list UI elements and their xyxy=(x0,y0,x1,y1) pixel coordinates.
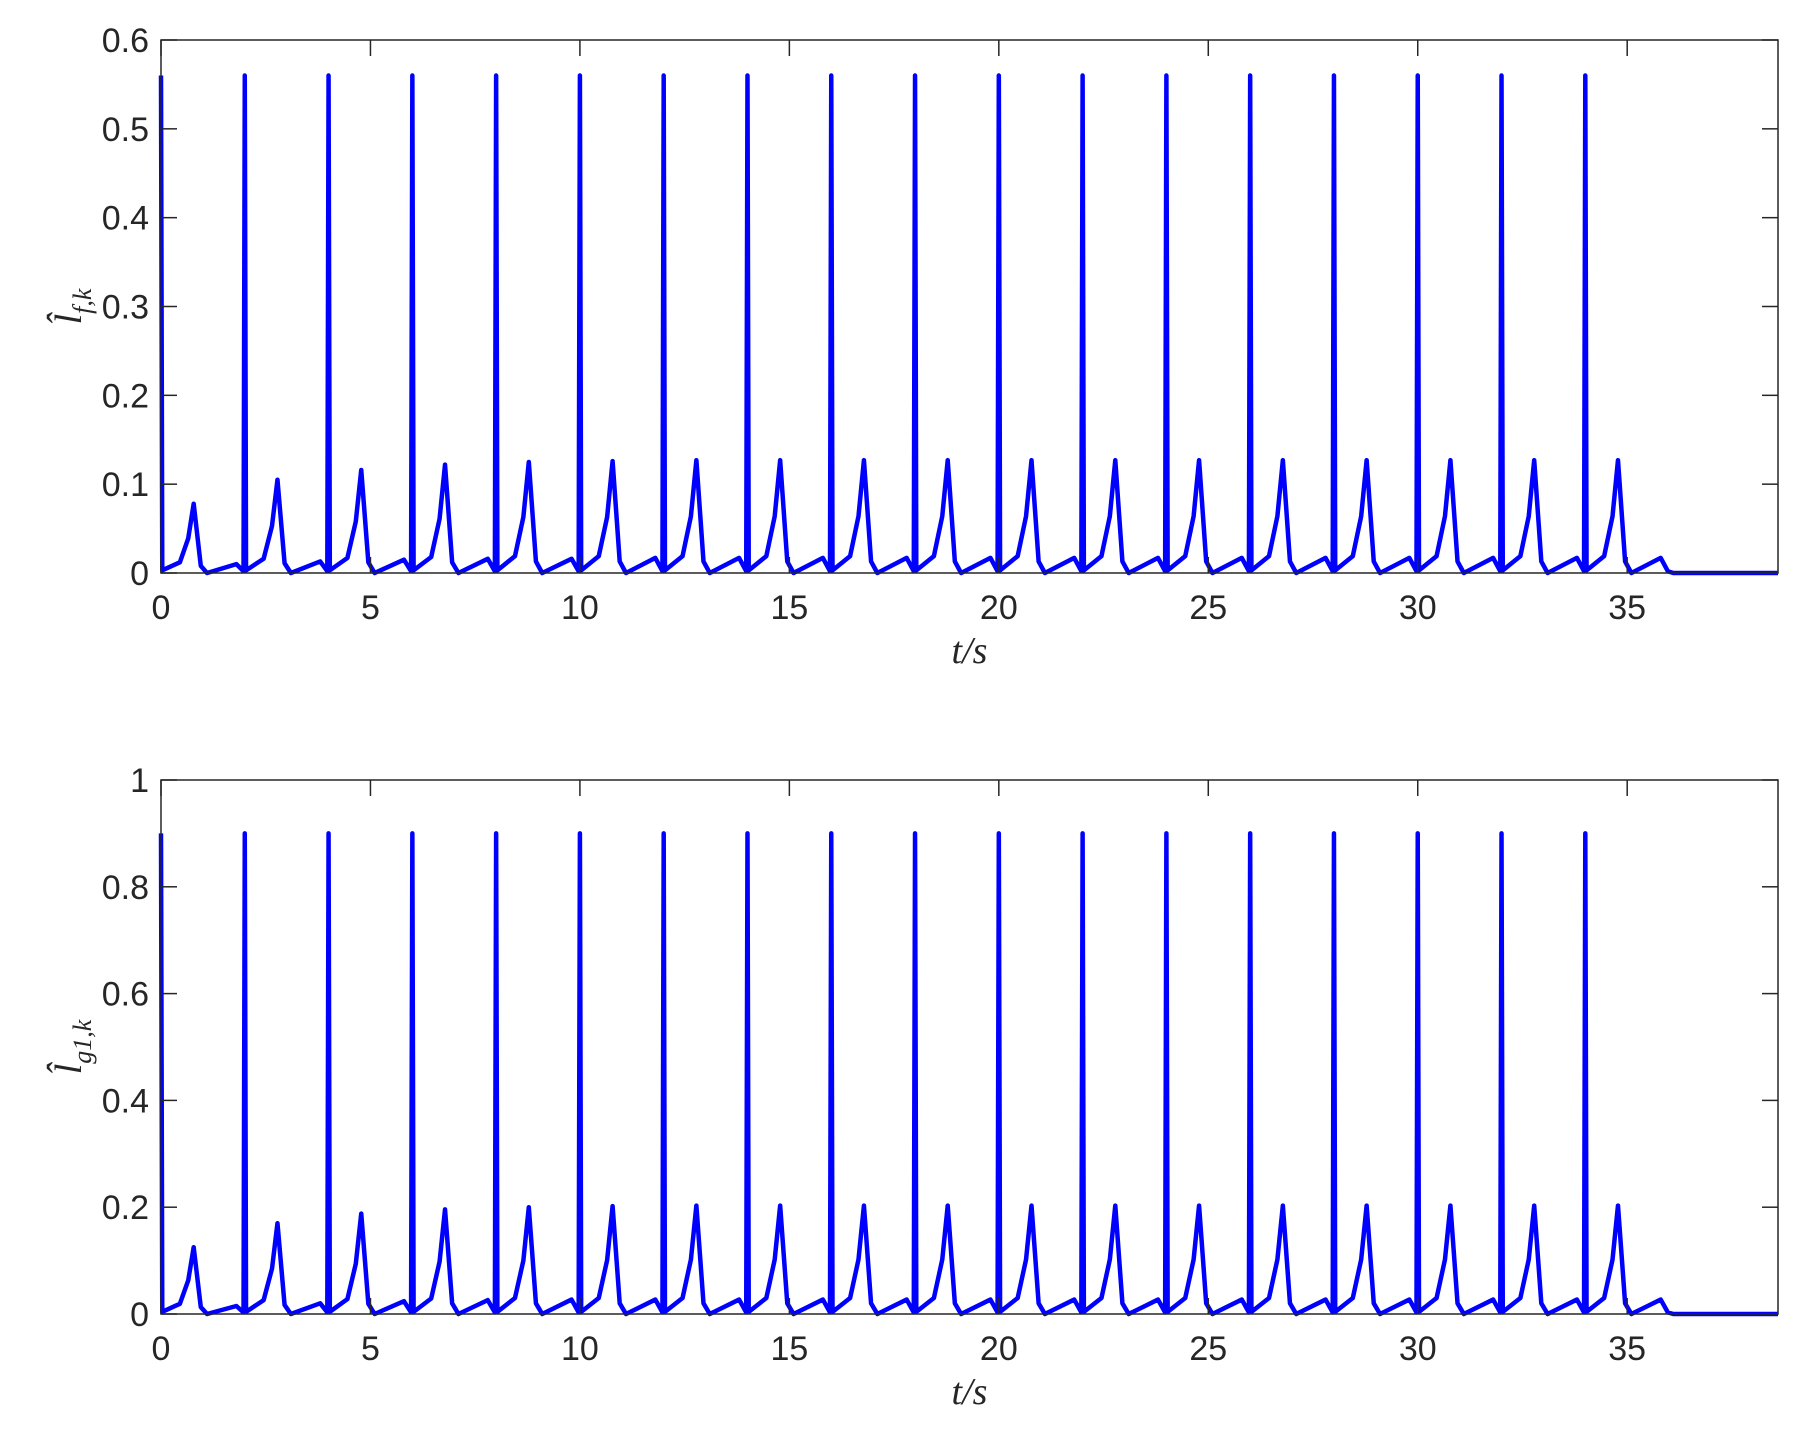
y-tick-label: 1 xyxy=(130,762,149,800)
x-axis-label: t/s xyxy=(952,630,988,672)
y-label-sub: f,k xyxy=(68,288,97,314)
x-tick-label: 15 xyxy=(770,589,808,627)
y-tick-label: 0.1 xyxy=(102,466,149,504)
y-tick-label: 0.5 xyxy=(102,111,149,149)
y-tick-label: 0.6 xyxy=(102,22,149,60)
x-tick-label: 25 xyxy=(1189,1330,1227,1368)
x-tick-label: 15 xyxy=(770,1330,808,1368)
y-tick-label: 0 xyxy=(130,555,149,593)
x-tick-label: 0 xyxy=(152,589,171,627)
y-tick-label: 0.3 xyxy=(102,289,149,327)
y-tick-label: 0.4 xyxy=(102,1082,149,1120)
y-tick-label: 0 xyxy=(130,1296,149,1334)
x-tick-label: 35 xyxy=(1608,589,1646,627)
y-tick-label: 0.2 xyxy=(102,377,149,415)
y-label-sub: g1,k xyxy=(68,1019,97,1064)
y-axis-label: l̂g1,k xyxy=(46,1019,97,1074)
x-tick-label: 20 xyxy=(980,589,1018,627)
axes: 0 5 10 15 20 25 30 35 0 0.1 0.2 0.3 0.4 0.5 0.6 t/s l̂f,… xyxy=(46,22,1779,672)
x-tick-label: 10 xyxy=(561,1330,599,1368)
y-label-base: l̂ xyxy=(46,311,90,324)
y-tick-label: 0.8 xyxy=(102,869,149,907)
axes-frame xyxy=(160,779,1779,1315)
x-tick-label: 30 xyxy=(1399,589,1437,627)
x-tick-label: 20 xyxy=(980,1330,1018,1368)
y-tick-label: 0.6 xyxy=(102,976,149,1014)
x-tick-label: 5 xyxy=(361,589,380,627)
y-tick-label: 0.2 xyxy=(102,1189,149,1227)
y-label-base: l̂ xyxy=(46,1061,90,1074)
axes: 0 5 10 15 20 25 30 35 0 0.2 0.4 0.6 0.8 1 t/s l̂g1,k xyxy=(46,762,1779,1413)
x-tick-label: 10 xyxy=(561,589,599,627)
plot-area xyxy=(161,780,1778,1314)
x-tick-label: 35 xyxy=(1608,1330,1646,1368)
x-tick-label: 0 xyxy=(152,1330,171,1368)
plot-area xyxy=(161,40,1778,573)
data-line xyxy=(158,73,1778,576)
data-line xyxy=(158,831,1778,1317)
y-tick-label: 0.4 xyxy=(102,200,149,238)
x-tick-label: 30 xyxy=(1399,1330,1437,1368)
x-tick-label: 25 xyxy=(1189,589,1227,627)
y-axis-label: l̂f,k xyxy=(46,288,97,324)
x-tick-label: 5 xyxy=(361,1330,380,1368)
x-axis-label: t/s xyxy=(952,1371,988,1413)
